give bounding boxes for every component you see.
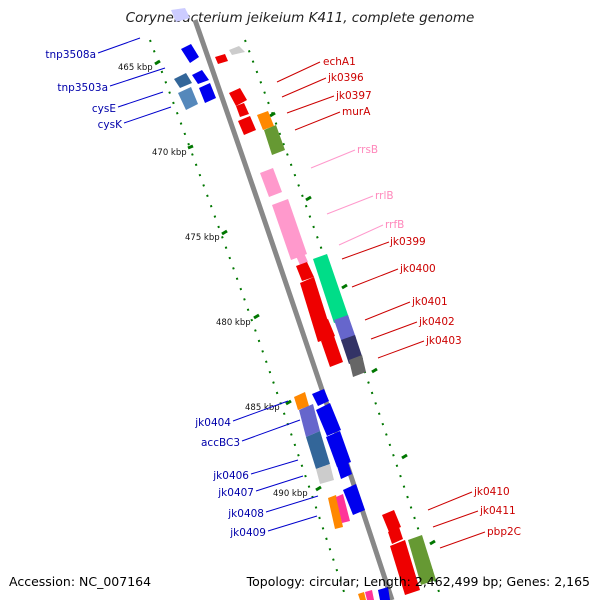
cds-tnp3503a[interactable] <box>192 70 209 84</box>
kbp-label-485: 485 kbp <box>245 403 280 413</box>
genome-summary: Topology: circular; Length: 2,462,499 bp… <box>246 574 590 589</box>
cds-pbp2C[interactable] <box>390 540 420 595</box>
cds-jk0409[interactable] <box>343 484 365 515</box>
cds-murA3[interactable] <box>264 125 285 155</box>
cds-jk0409c[interactable] <box>336 494 350 523</box>
kbp-label-475: 475 kbp <box>185 233 220 243</box>
label-accBC3[interactable]: accBC3 <box>201 437 240 449</box>
cds-jk0410[interactable] <box>382 510 401 532</box>
cds-jk0404[interactable] <box>299 404 320 437</box>
label-jk0403[interactable]: jk0403 <box>425 335 462 347</box>
cds-murA2[interactable] <box>257 111 274 130</box>
tick-lane-outer <box>149 39 346 596</box>
label-jk0396[interactable]: jk0396 <box>327 72 364 84</box>
label-rrfB[interactable]: rrfB <box>385 219 404 231</box>
cds-jk0402b[interactable] <box>334 315 356 343</box>
rrna-rrlB[interactable] <box>272 199 307 260</box>
cds-cysE[interactable] <box>174 73 192 88</box>
cds-jk0408[interactable] <box>337 462 352 479</box>
label-tnp3503a[interactable]: tnp3503a <box>57 82 108 94</box>
map-title: Corynebacterium jeikeium K411, complete … <box>125 10 475 26</box>
label-jk0397[interactable]: jk0397 <box>335 90 372 102</box>
cds-jk0400b[interactable] <box>313 254 349 323</box>
tick-lane-inner <box>244 39 441 596</box>
label-jk0404[interactable]: jk0404 <box>194 417 231 429</box>
label-cysE[interactable]: cysE <box>92 103 116 115</box>
label-echA1[interactable]: echA1 <box>323 56 356 68</box>
label-jk0400[interactable]: jk0400 <box>399 263 436 275</box>
cds-tnp3508a[interactable] <box>171 8 190 22</box>
cds-jk0404[interactable] <box>294 392 309 410</box>
label-jk0408[interactable]: jk0408 <box>227 508 264 520</box>
label-jk0406[interactable]: jk0406 <box>212 470 249 482</box>
label-jk0411[interactable]: jk0411 <box>479 505 516 517</box>
cds-jk0403b[interactable] <box>349 355 366 377</box>
cds-jk0402[interactable] <box>321 336 343 367</box>
label-jk0407[interactable]: jk0407 <box>217 487 254 499</box>
cds-murA[interactable] <box>238 116 256 135</box>
label-rrlB[interactable]: rrlB <box>375 190 394 202</box>
cds-jk0395[interactable] <box>199 83 216 103</box>
kbp-label-480: 480 kbp <box>216 318 251 328</box>
cds-accBC3[interactable] <box>306 431 330 469</box>
kbp-label-490: 490 kbp <box>273 489 308 499</box>
cds-tnp3508a[interactable] <box>181 44 199 63</box>
rrna-rrfB[interactable] <box>296 253 308 265</box>
label-jk0401[interactable]: jk0401 <box>411 296 448 308</box>
tick-465 <box>154 59 161 66</box>
cds-accBC3[interactable] <box>316 464 334 484</box>
genome-backbone <box>192 19 395 600</box>
label-murA[interactable]: murA <box>342 106 371 118</box>
label-cysK[interactable]: cysK <box>98 119 123 131</box>
tick-490 <box>315 485 322 492</box>
tick-475 <box>221 229 228 236</box>
label-jk0399[interactable]: jk0399 <box>389 236 426 248</box>
rrna-rrsB[interactable] <box>260 168 282 197</box>
cds-echA1[interactable] <box>229 46 245 55</box>
label-tnp3508a[interactable]: tnp3508a <box>45 49 96 61</box>
kbp-label-465: 465 kbp <box>118 63 153 73</box>
cds-jk0397[interactable] <box>236 103 249 117</box>
label-pbp2C[interactable]: pbp2C <box>487 526 521 538</box>
cds-jk0411[interactable] <box>388 527 403 544</box>
cds-jk0406[interactable] <box>312 389 329 406</box>
tick-485 <box>285 399 292 406</box>
cds-pbp2C-b[interactable] <box>408 535 436 585</box>
cds-echA1[interactable] <box>215 54 228 64</box>
label-jk0410[interactable]: jk0410 <box>473 486 510 498</box>
cds-jk0399[interactable] <box>296 262 314 281</box>
cds-jk0406[interactable] <box>316 403 341 436</box>
tick-470 <box>187 144 194 150</box>
tick-480 <box>253 313 260 320</box>
accession-text: Accession: NC_007164 <box>9 574 152 589</box>
cds-jk0407[interactable] <box>326 431 351 467</box>
cds-jk0401[interactable] <box>316 319 335 341</box>
kbp-label-470: 470 kbp <box>152 148 187 158</box>
label-jk0402[interactable]: jk0402 <box>418 316 455 328</box>
cds-jk0396[interactable] <box>229 88 247 106</box>
label-rrsB[interactable]: rrsB <box>357 144 378 156</box>
cds-jk0409b[interactable] <box>328 495 343 529</box>
label-jk0409[interactable]: jk0409 <box>229 527 266 539</box>
cds-cysK[interactable] <box>178 87 198 110</box>
